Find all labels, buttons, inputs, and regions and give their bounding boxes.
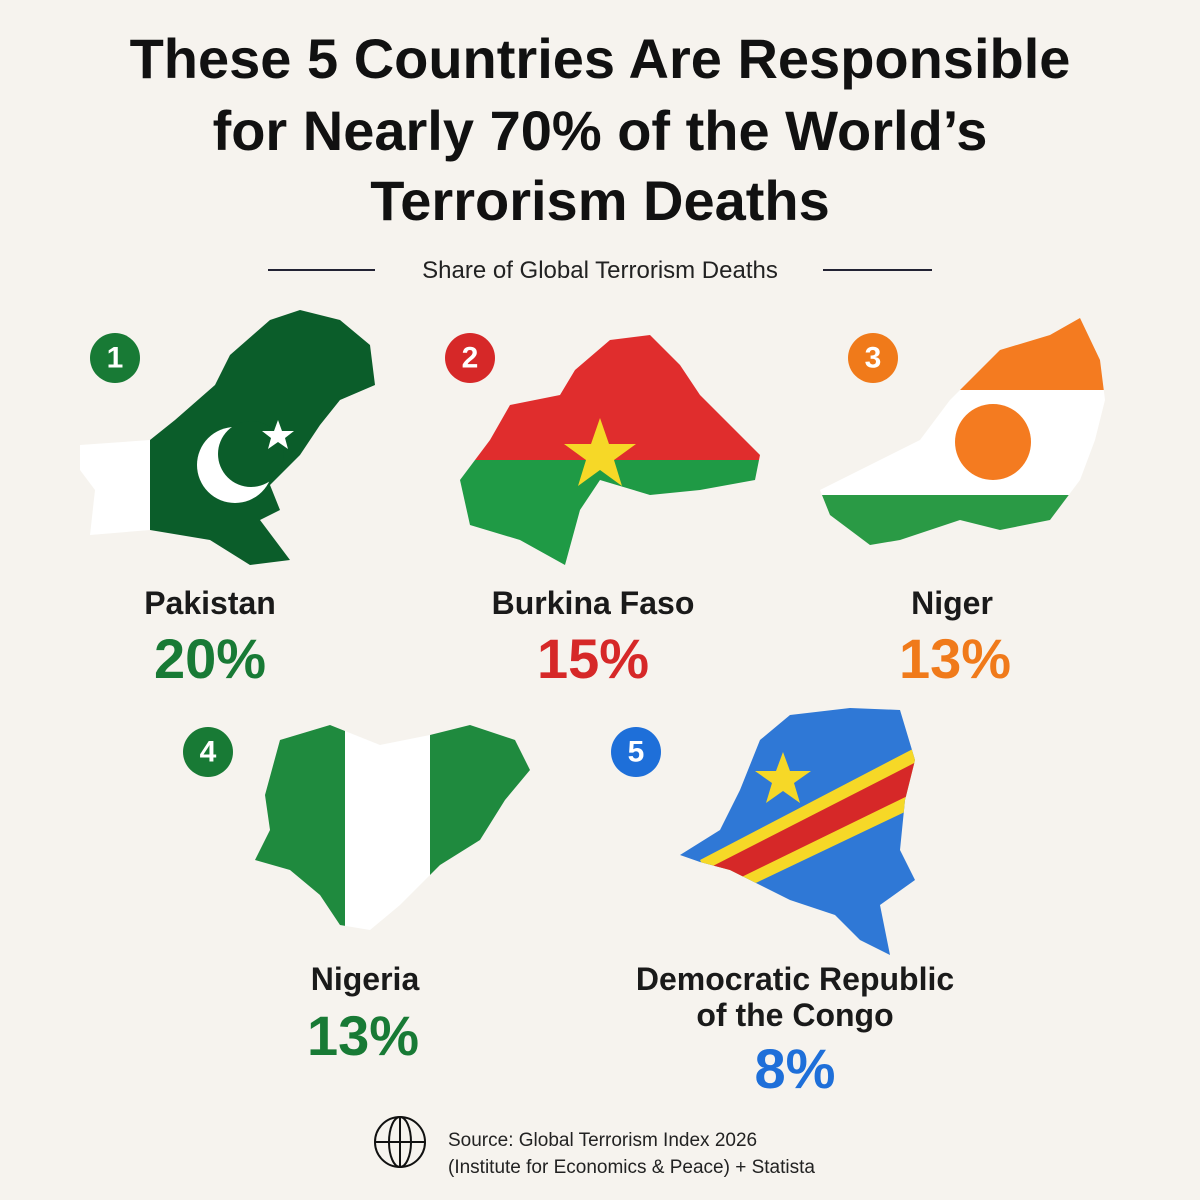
rank: 2 — [462, 342, 479, 375]
rank-badge — [445, 333, 495, 383]
country-name: of the Congo — [696, 997, 893, 1033]
rank: 1 — [107, 342, 124, 375]
rank: 3 — [865, 342, 882, 375]
country-name: Nigeria — [311, 961, 420, 997]
share: 15% — [537, 627, 649, 690]
title-line: for Nearly 70% of the World’s — [213, 99, 988, 162]
rank-badge — [611, 727, 661, 777]
map-burkina-faso — [460, 335, 760, 565]
map-nigeria — [255, 725, 530, 930]
rank: 5 — [628, 736, 645, 769]
rank-badge — [848, 333, 898, 383]
title-line: These 5 Countries Are Responsible — [130, 27, 1071, 90]
share: 20% — [154, 627, 266, 690]
globe-icon — [374, 1116, 426, 1168]
country-name: Pakistan — [144, 585, 276, 621]
rank-badge — [183, 727, 233, 777]
share: 13% — [899, 627, 1011, 690]
rank: 4 — [200, 736, 217, 769]
map-dr-congo — [680, 708, 915, 955]
subtitle: Share of Global Terrorism Deaths — [422, 257, 778, 284]
country-name: Niger — [911, 585, 993, 621]
source: Source: Global Terrorism Index 2026 — [448, 1130, 757, 1151]
country-name: Democratic Republic — [636, 961, 954, 997]
share: 8% — [755, 1037, 836, 1100]
title-line: Terrorism Deaths — [370, 169, 830, 232]
rank-badge — [90, 333, 140, 383]
country-name: Burkina Faso — [492, 585, 695, 621]
source: (Institute for Economics & Peace) + Stat… — [448, 1157, 815, 1178]
share: 13% — [307, 1004, 419, 1067]
